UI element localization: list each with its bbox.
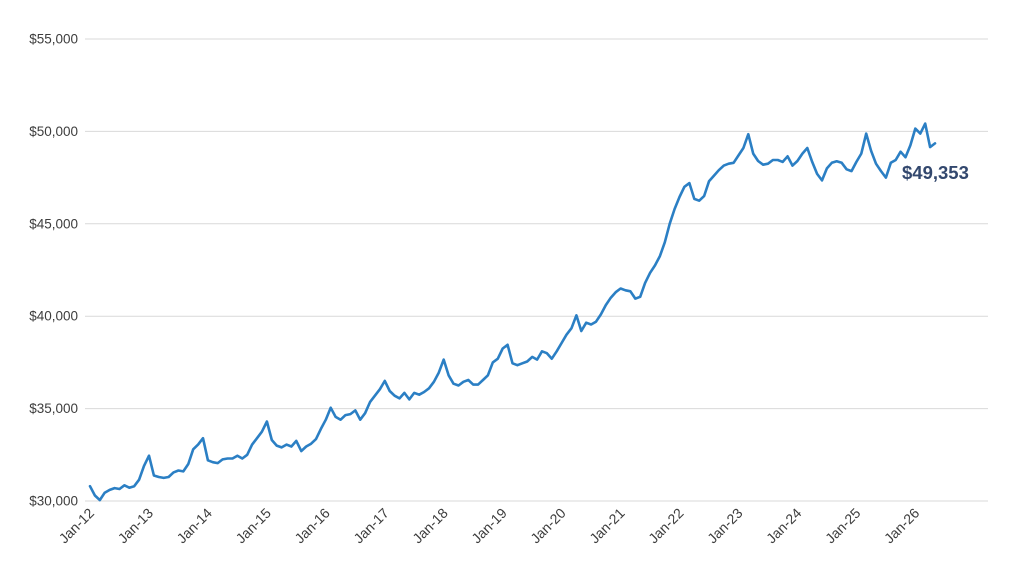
x-axis-tick-label: Jan-18 <box>409 505 451 547</box>
x-axis-tick-label: Jan-23 <box>704 505 746 547</box>
x-axis-tick-label: Jan-16 <box>291 505 333 547</box>
data-series-line <box>88 122 937 502</box>
gridlines <box>85 38 988 502</box>
y-axis-tick-label: $50,000 <box>29 124 78 139</box>
y-axis-tick-label: $30,000 <box>29 494 78 509</box>
x-axis-tick-label: Jan-24 <box>763 505 805 547</box>
y-axis-tick-label: $35,000 <box>29 401 78 416</box>
last-value-label: $49,353 <box>902 162 969 183</box>
x-axis-tick-label: Jan-26 <box>881 505 923 547</box>
x-axis-tick-label: Jan-12 <box>56 505 98 547</box>
x-axis-tick-label: Jan-13 <box>115 505 157 547</box>
x-axis-tick-label: Jan-19 <box>468 505 510 547</box>
x-axis-tick-label: Jan-21 <box>586 505 628 547</box>
y-axis-tick-label: $40,000 <box>29 309 78 324</box>
x-axis-tick-label: Jan-15 <box>232 505 274 547</box>
y-axis-tick-label: $55,000 <box>29 32 78 47</box>
y-axis-labels: $30,000 $35,000 $40,000 $45,000 $50,000 $55,0… <box>29 32 78 509</box>
y-axis-tick-label: $45,000 <box>29 216 78 231</box>
x-axis-tick-label: Jan-25 <box>822 505 864 547</box>
x-axis-tick-label: Jan-22 <box>645 505 687 547</box>
x-axis-labels: Jan-12 Jan-13 Jan-14 Jan-15 Jan-16 Jan-17 Jan-… <box>56 505 923 547</box>
x-axis-tick-label: Jan-20 <box>527 505 569 547</box>
x-axis-tick-label: Jan-14 <box>173 505 215 547</box>
x-axis-tick-label: Jan-17 <box>350 505 392 547</box>
